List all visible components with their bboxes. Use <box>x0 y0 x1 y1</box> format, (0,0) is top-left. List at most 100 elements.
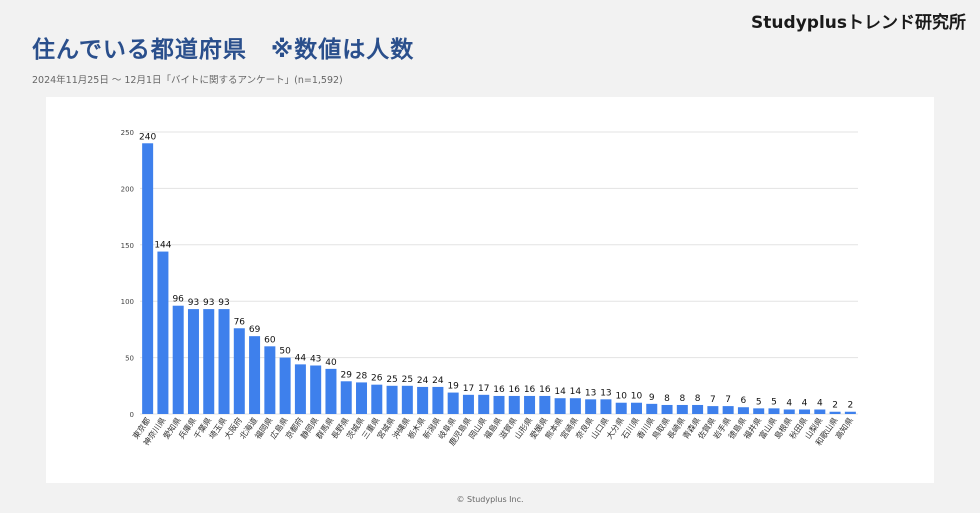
data-label: 24 <box>417 376 429 386</box>
bar <box>401 385 413 414</box>
bar <box>172 305 184 414</box>
bar <box>264 346 276 414</box>
bar <box>844 411 856 414</box>
bar <box>737 407 749 414</box>
bar <box>294 364 306 414</box>
bar <box>279 357 291 414</box>
data-label: 44 <box>295 353 307 363</box>
data-label: 7 <box>725 395 731 405</box>
data-label: 8 <box>695 394 701 404</box>
bar <box>768 408 780 414</box>
data-label: 26 <box>371 374 383 384</box>
data-label: 8 <box>664 394 670 404</box>
data-label: 17 <box>463 384 474 394</box>
data-label: 93 <box>188 298 199 308</box>
data-label: 25 <box>402 375 413 385</box>
data-label: 13 <box>600 388 611 398</box>
bar <box>615 402 627 414</box>
brand-logo-text: Studyplusトレンド研究所 <box>751 13 966 33</box>
bar <box>478 394 490 414</box>
bar <box>432 386 444 414</box>
data-label: 7 <box>710 395 716 405</box>
bar <box>508 395 520 414</box>
bar <box>630 402 642 414</box>
bar <box>814 409 826 414</box>
data-label: 24 <box>432 376 444 386</box>
y-tick-label: 250 <box>121 129 134 137</box>
data-label: 19 <box>447 382 459 392</box>
data-label: 2 <box>847 401 853 411</box>
data-label: 144 <box>154 241 171 251</box>
data-label: 16 <box>524 385 536 395</box>
data-label: 96 <box>172 295 184 305</box>
data-label: 4 <box>786 398 792 408</box>
bar <box>722 406 734 414</box>
data-label: 60 <box>264 335 276 345</box>
bar <box>249 336 261 414</box>
data-label: 16 <box>539 385 551 395</box>
data-label: 4 <box>817 398 823 408</box>
data-label: 28 <box>356 371 368 381</box>
bar <box>310 365 322 414</box>
bar <box>356 382 368 414</box>
page-title: 住んでいる都道府県 ※数値は人数 <box>32 37 415 63</box>
data-label: 25 <box>386 375 397 385</box>
data-label: 5 <box>771 397 777 407</box>
y-tick-label: 200 <box>121 185 134 193</box>
y-tick-label: 150 <box>121 242 134 250</box>
bar <box>462 394 474 414</box>
data-label: 14 <box>554 387 566 397</box>
data-label: 13 <box>585 388 596 398</box>
data-label: 16 <box>509 385 521 395</box>
data-label: 50 <box>279 347 291 357</box>
bar <box>692 404 704 414</box>
bar <box>600 399 612 414</box>
survey-subtitle: 2024年11月25日 〜 12月1日「バイトに関するアンケート」(n=1,59… <box>32 75 343 86</box>
bar <box>386 385 398 414</box>
data-label: 43 <box>310 354 321 364</box>
bar <box>447 392 459 414</box>
bar <box>340 381 352 414</box>
bar <box>554 398 566 414</box>
data-label: 8 <box>679 394 685 404</box>
data-label: 69 <box>249 325 261 335</box>
bar <box>524 395 536 414</box>
y-tick-label: 0 <box>130 411 134 419</box>
data-label: 10 <box>631 392 643 402</box>
bar <box>187 309 199 414</box>
data-label: 17 <box>478 384 489 394</box>
bar <box>783 409 795 414</box>
data-label: 93 <box>218 298 229 308</box>
bar <box>676 404 688 414</box>
data-label: 2 <box>832 401 838 411</box>
data-label: 93 <box>203 298 214 308</box>
bar <box>707 406 719 414</box>
bar <box>371 384 383 414</box>
bar <box>585 399 597 414</box>
data-label: 76 <box>234 317 246 327</box>
bar <box>493 395 505 414</box>
data-label: 5 <box>756 397 762 407</box>
copyright-footer: © Studyplus Inc. <box>456 495 524 504</box>
chart-panel: 0 50 100 150 200 250 240 東京都 144 神奈川県 96 愛知県 93 兵庫県 93… <box>46 97 934 483</box>
bar <box>233 328 245 414</box>
bar <box>829 411 841 414</box>
data-label: 6 <box>741 396 747 406</box>
bar <box>218 309 230 414</box>
data-label: 14 <box>570 387 582 397</box>
y-tick-label: 100 <box>121 298 134 306</box>
bar <box>417 386 429 414</box>
bar <box>203 309 215 414</box>
data-label: 240 <box>139 132 156 142</box>
data-label: 16 <box>493 385 505 395</box>
bar <box>142 143 154 414</box>
bar <box>325 368 337 414</box>
bar <box>799 409 811 414</box>
bar <box>157 251 169 414</box>
data-label: 9 <box>649 393 655 403</box>
data-label: 10 <box>615 392 627 402</box>
bar <box>569 398 581 414</box>
bar <box>661 404 673 414</box>
y-tick-label: 50 <box>125 355 134 363</box>
